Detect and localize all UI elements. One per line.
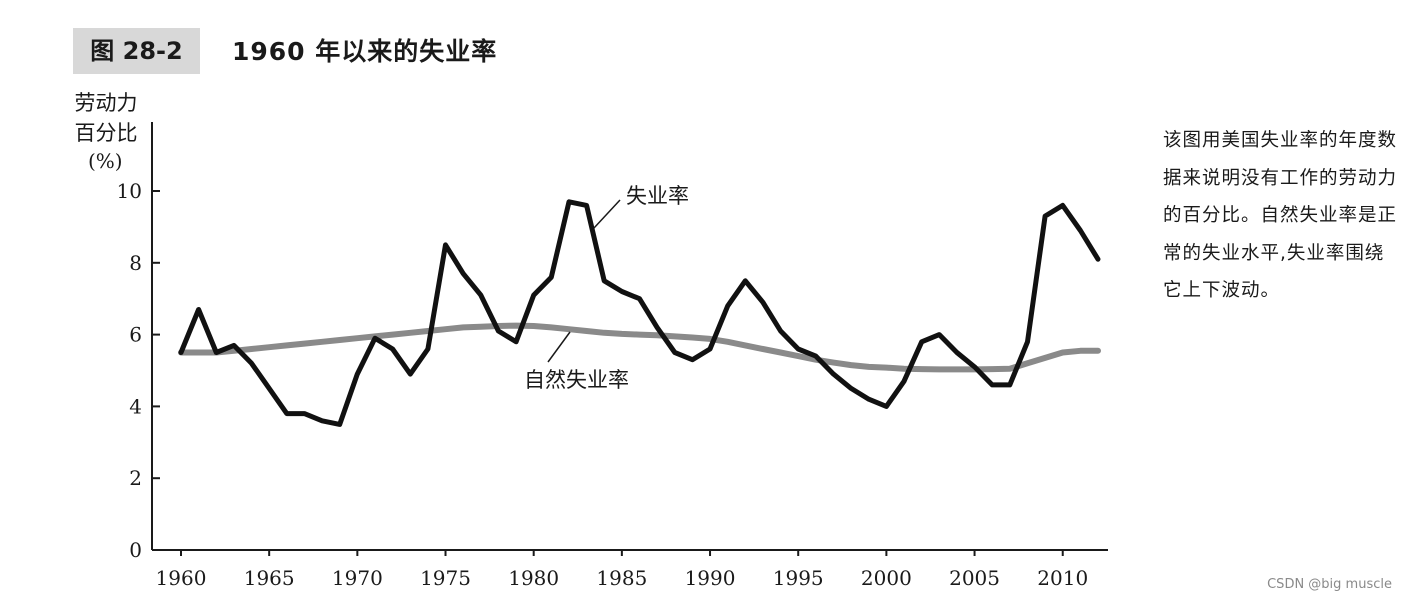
unemployment-label-leader (593, 199, 621, 229)
x-tick-label: 1970 (332, 566, 383, 590)
y-tick-label: 8 (129, 251, 142, 275)
x-tick-label: 1960 (156, 566, 207, 590)
x-tick-label: 1975 (420, 566, 471, 590)
y-tick-label: 2 (129, 466, 142, 490)
x-tick-label: 1995 (773, 566, 824, 590)
y-unit-line-1: 劳动力 (74, 91, 138, 115)
unemployment-rate-label: 失业率 (626, 184, 689, 208)
y-axis-unit-label: 劳动力 百分比 (%) (66, 88, 146, 174)
x-tick-label: 2005 (949, 566, 1000, 590)
unemployment-rate-line (178, 199, 1101, 427)
chart-series (178, 199, 1101, 427)
y-axis-ticks: 0 2 4 6 8 10 (117, 179, 160, 562)
y-tick-label: 0 (129, 538, 142, 562)
y-tick-label: 6 (129, 323, 142, 347)
natural-rate-label-leader (547, 331, 571, 363)
y-unit-line-3: (%) (88, 149, 123, 173)
natural-rate-line (178, 322, 1101, 373)
x-axis-ticks: 1960 1965 1970 1975 1980 1985 1990 1995 2000 2005… (156, 550, 1088, 590)
y-unit-line-2: 百分比 (74, 121, 138, 145)
natural-rate-label: 自然失业率 (524, 368, 629, 392)
x-tick-label: 2010 (1037, 566, 1088, 590)
x-tick-label: 1980 (508, 566, 559, 590)
y-tick-label: 4 (129, 394, 142, 418)
figure-label: 图 28-2 (73, 28, 200, 74)
figure-caption: 该图用美国失业率的年度数据来说明没有工作的劳动力的百分比。自然失业率是正常的失业… (1163, 130, 1398, 301)
y-tick-label: 10 (117, 179, 142, 203)
x-tick-label: 1985 (596, 566, 647, 590)
watermark: CSDN @big muscle (1267, 577, 1392, 592)
x-tick-label: 2000 (861, 566, 912, 590)
x-tick-label: 1990 (685, 566, 736, 590)
x-tick-label: 1965 (244, 566, 295, 590)
figure-title: 1960 年以来的失业率 (232, 37, 498, 66)
